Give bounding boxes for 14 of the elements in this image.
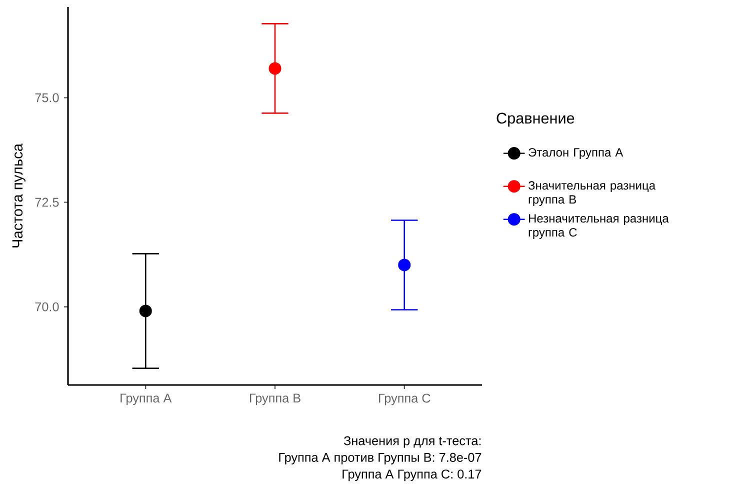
x-tick-label: Группа B	[250, 394, 300, 406]
y-axis-title: Частота пульса	[12, 143, 26, 248]
y-tick-label: 75.0	[35, 93, 59, 102]
text: Группа A против Группы B: 7.8e-07	[279, 452, 482, 464]
x-tick-label: Группа C	[379, 394, 430, 406]
legend-label: Эталон Группа A	[528, 148, 624, 160]
y-tick-label: 70.0	[35, 302, 59, 312]
text: Значения p для t-теста:	[344, 436, 481, 448]
legend-label: Незначительная разница группа C	[528, 214, 669, 239]
legend-title: Сравнение	[496, 112, 574, 127]
y-tick-label: 72.5	[35, 198, 59, 207]
text: Группа A Группа C: 0.17	[342, 470, 482, 482]
x-tick-label: Группа A	[120, 394, 172, 406]
legend-label: Значительная разница группа B	[528, 181, 656, 206]
